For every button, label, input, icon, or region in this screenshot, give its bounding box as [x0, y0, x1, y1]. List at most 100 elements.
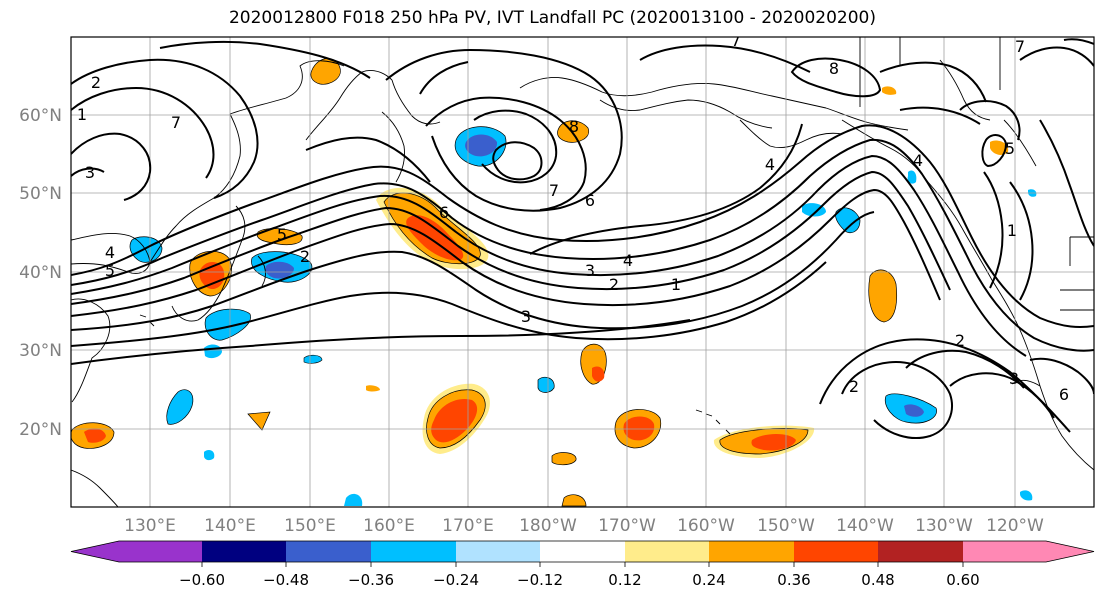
pv-anomaly-positive-strong — [751, 434, 796, 451]
longitude-label: 120°W — [986, 516, 1044, 536]
longitude-label: 170°W — [598, 516, 656, 536]
longitude-label: 170°E — [442, 516, 494, 536]
pv-shading — [71, 58, 1037, 507]
pv-anomaly-negative-strong — [904, 404, 924, 417]
contour-label: 2 — [609, 275, 619, 294]
colorbar-segment — [794, 541, 878, 562]
colorbar-tick-label: −0.48 — [263, 571, 309, 589]
contour-label: 3 — [585, 261, 595, 280]
pv-anomaly-negative — [344, 493, 363, 506]
pv-anomaly-positive-strong — [84, 428, 106, 443]
pv-anomaly-positive — [247, 411, 271, 431]
contour-label: 3 — [1009, 369, 1019, 388]
longitude-label: 160°W — [677, 516, 735, 536]
longitude-label: 130°E — [124, 516, 176, 536]
colorbar-tick-label: −0.36 — [348, 571, 394, 589]
pv-anomaly-negative — [204, 308, 251, 341]
pv-anomaly-positive — [551, 452, 577, 466]
colorbar-segment — [456, 541, 540, 562]
longitude-label: 180°W — [519, 516, 577, 536]
contour-label: 5 — [105, 261, 115, 280]
pv-anomaly-negative — [166, 389, 194, 425]
longitude-label: 160°E — [363, 516, 415, 536]
pv-anomaly-negative — [1020, 490, 1033, 501]
contour-label: 7 — [549, 181, 559, 200]
pv-anomaly-negative-strong — [265, 261, 294, 279]
map-frame — [70, 36, 1095, 508]
pv-anomaly-positive — [882, 86, 897, 95]
colorbar-outline — [70, 540, 1095, 563]
colorbar-segment — [119, 541, 202, 562]
contour-label: 3 — [521, 307, 531, 326]
pv-anomaly-positive-strong — [431, 398, 478, 443]
coastlines — [71, 37, 1094, 507]
pv-anomaly-positive — [557, 120, 590, 143]
pv-anomaly-negative — [802, 203, 826, 217]
longitude-label: 150°E — [284, 516, 336, 536]
contour-label: 1 — [671, 275, 681, 294]
pv-anomaly-positive — [561, 494, 587, 507]
latitude-label: 60°N — [19, 106, 62, 126]
pv-anomaly-positive-strong — [623, 416, 655, 441]
latitude-label: 20°N — [19, 420, 62, 440]
longitude-label: 150°W — [757, 516, 815, 536]
colorbar-tick-label: 0.36 — [777, 571, 810, 589]
ivt-contours — [71, 38, 1094, 440]
contour-label: 8 — [829, 59, 839, 78]
contour-label: 6 — [439, 203, 449, 222]
colorbar-tick-label: 0.12 — [608, 571, 641, 589]
colorbar-segment — [625, 541, 709, 562]
pv-anomaly-negative — [835, 207, 861, 234]
longitude-label: 140°E — [204, 516, 256, 536]
contour-label: 2 — [849, 377, 859, 396]
contour-label: 4 — [623, 251, 633, 270]
pv-anomaly-negative — [907, 170, 917, 184]
contour-label: 2 — [300, 247, 310, 266]
colorbar-segment — [202, 541, 286, 562]
colorbar-segment — [709, 541, 794, 562]
latitude-label: 30°N — [19, 341, 62, 361]
longitude-label: 130°W — [915, 516, 973, 536]
contour-label: 4 — [913, 151, 923, 170]
pv-anomaly-negative — [537, 376, 555, 393]
colorbar-tick-label: −0.12 — [517, 571, 563, 589]
pv-anomaly-positive — [990, 140, 1009, 155]
pv-anomaly-negative — [303, 354, 323, 364]
contour-label: 6 — [1059, 385, 1069, 404]
latitude-labels: 20°N 30°N 40°N 50°N 60°N — [19, 106, 62, 440]
contour-label: 7 — [731, 31, 741, 50]
colorbar-tick-label: 0.24 — [692, 571, 725, 589]
colorbar-extend-high — [1046, 541, 1094, 562]
contour-label: 5 — [1005, 139, 1015, 158]
pv-anomaly-positive — [366, 385, 380, 392]
contour-label: 7 — [171, 113, 181, 132]
contour-label: 8 — [569, 117, 579, 136]
pv-anomaly-positive — [868, 269, 898, 323]
contour-label: 4 — [105, 243, 115, 262]
colorbar-tick-label: −0.60 — [179, 571, 225, 589]
contour-label: 3 — [85, 163, 95, 182]
colorbar-segment — [371, 541, 456, 562]
colorbar-extend-low — [71, 541, 119, 562]
contour-label: 4 — [765, 155, 775, 174]
longitude-labels: 130°E 140°E 150°E 160°E 170°E 180°W 170°W 160°W… — [124, 516, 1044, 536]
map-title: 2020012800 F018 250 hPa PV, IVT Landfall… — [228, 8, 876, 28]
contour-label: 1 — [1007, 221, 1017, 240]
colorbar-tick-label: 0.48 — [861, 571, 894, 589]
colorbar-segment — [963, 541, 1046, 562]
pv-anomaly-negative-strong — [465, 134, 498, 157]
contour-label: 2 — [955, 331, 965, 350]
contour-label: 6 — [585, 191, 595, 210]
pv-anomaly-positive — [256, 228, 303, 246]
colorbar: −0.60 −0.48 −0.36 −0.24 −0.12 0.12 0.24 0.36 0.4… — [70, 540, 1095, 589]
latitude-label: 50°N — [19, 184, 62, 204]
pv-anomaly-negative — [204, 450, 215, 461]
contour-label: 5 — [277, 225, 287, 244]
colorbar-tick-label: 0.60 — [946, 571, 979, 589]
latitude-label: 40°N — [19, 263, 62, 283]
pv-anomaly-positive-strong — [592, 366, 605, 382]
colorbar-segment — [286, 541, 371, 562]
colorbar-segment — [878, 541, 963, 562]
